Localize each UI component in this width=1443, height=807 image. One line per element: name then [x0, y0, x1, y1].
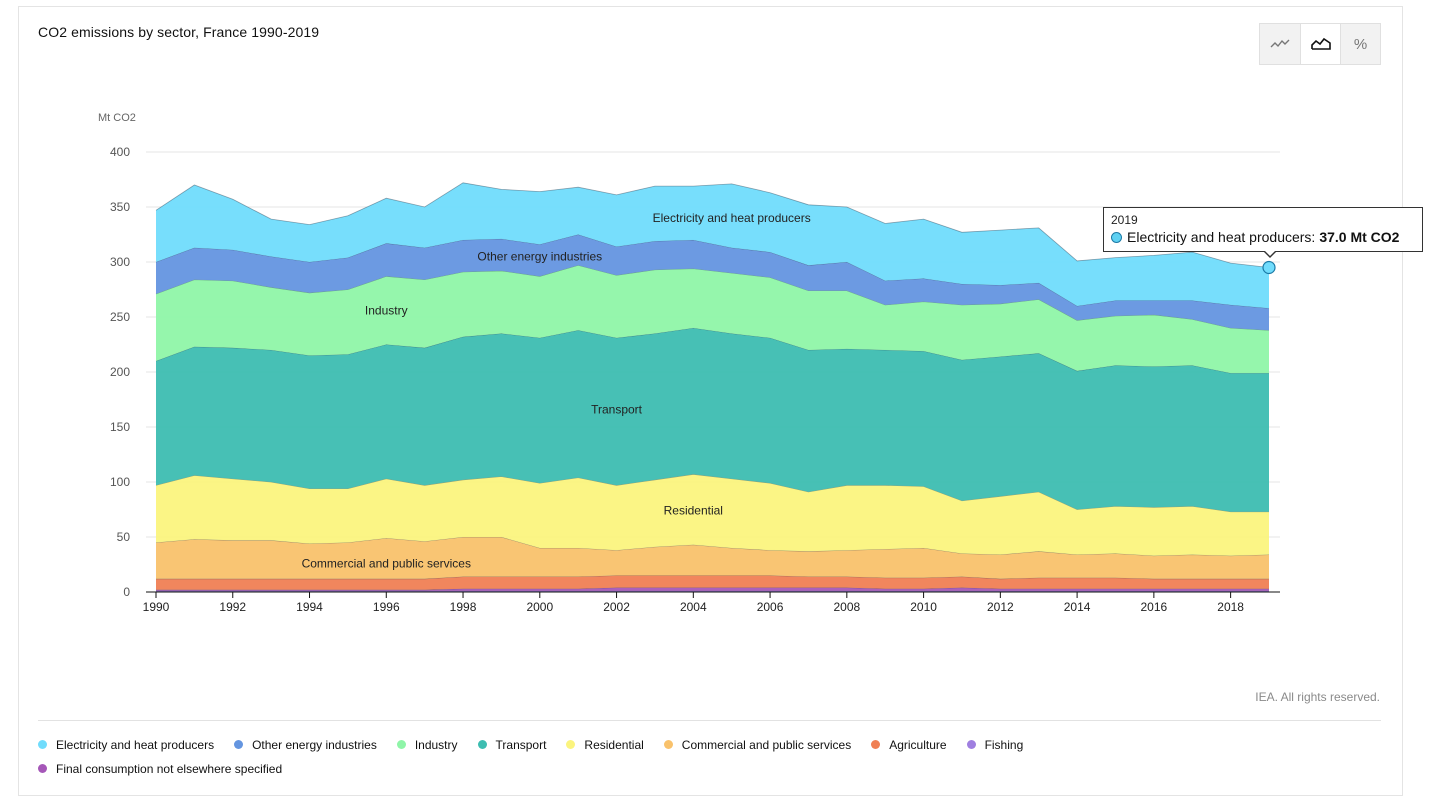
y-tick-label: 200 [110, 365, 130, 379]
area-label: Commercial and public services [302, 556, 471, 570]
line-chart-toggle[interactable] [1260, 24, 1300, 64]
x-tick-label: 1990 [143, 600, 170, 614]
legend-item[interactable]: Industry [396, 737, 458, 752]
legend-label: Residential [584, 737, 644, 752]
area-chart-toggle[interactable] [1300, 24, 1340, 64]
area-label: Industry [365, 303, 408, 317]
legend-item[interactable]: Agriculture [871, 737, 947, 752]
legend-item[interactable]: Other energy industries [234, 737, 377, 752]
legend-dot [38, 740, 47, 749]
x-tick-label: 2012 [987, 600, 1014, 614]
legend-dot [871, 740, 881, 749]
tooltip-year: 2019 [1111, 213, 1138, 227]
legend-dot [566, 740, 576, 749]
area-industry [156, 265, 1269, 374]
x-tick-label: 2008 [833, 600, 860, 614]
tooltip-value: 37.0 Mt CO2 [1319, 229, 1400, 245]
y-tick-label: 50 [117, 530, 131, 544]
legend-item[interactable]: Commercial and public services [663, 737, 852, 752]
y-tick-label: 400 [110, 145, 130, 159]
area-label: Other energy industries [477, 250, 602, 264]
legend-item[interactable]: Electricity and heat producers [38, 737, 214, 752]
x-tick-label: 2000 [526, 600, 553, 614]
chart-legend: Electricity and heat producers Other ener… [38, 737, 1188, 776]
legend-dot [234, 740, 244, 749]
area-residential [156, 474, 1269, 556]
tooltip-series-name: Electricity and heat producers: [1127, 229, 1316, 245]
legend-dot [477, 740, 487, 749]
percent-icon: % [1353, 35, 1368, 53]
x-tick-label: 1992 [219, 600, 246, 614]
legend-label: Electricity and heat producers [56, 737, 215, 752]
legend-label: Transport [495, 737, 547, 752]
legend-dot [396, 740, 406, 749]
area-other-energy-industries [156, 234, 1269, 331]
legend-dot [38, 764, 47, 773]
legend-label: Agriculture [889, 737, 947, 752]
x-tick-label: 1994 [296, 600, 323, 614]
y-axis-label: Mt CO2 [98, 112, 136, 124]
hover-point [1262, 260, 1276, 275]
x-tick-label: 1996 [373, 600, 400, 614]
y-tick-label: 350 [110, 200, 130, 214]
legend-item[interactable]: Transport [477, 737, 547, 752]
area-electricity-and-heat-producers [156, 182, 1269, 309]
y-tick-label: 150 [110, 420, 130, 434]
legend-dot [966, 740, 976, 749]
tooltip: 2019 Electricity and heat producers: 37.… [1103, 207, 1423, 252]
area-chart-icon [1310, 37, 1331, 50]
area-label: Residential [664, 504, 723, 518]
area-final-consumption-not-elsewhere-specified [156, 587, 1269, 591]
credit-text: IEA. All rights reserved. [1255, 690, 1380, 704]
legend-label: Other energy industries [252, 737, 377, 752]
x-tick-label: 2016 [1141, 600, 1168, 614]
legend-label: Industry [414, 737, 458, 752]
legend-item[interactable]: Fishing [966, 737, 1024, 752]
tooltip-series-dot [1111, 231, 1122, 243]
legend-dot [663, 740, 673, 749]
legend-item[interactable]: Residential [566, 737, 644, 752]
x-tick-label: 2018 [1217, 600, 1244, 614]
x-tick-label: 2010 [910, 600, 937, 614]
series-line [155, 182, 1270, 268]
x-tick-label: 2014 [1064, 600, 1091, 614]
area-label: Transport [591, 402, 643, 416]
percent-toggle[interactable]: % [1340, 24, 1380, 64]
y-tick-label: 300 [110, 255, 130, 269]
y-tick-label: 250 [110, 310, 130, 324]
y-tick-label: 0 [123, 585, 130, 599]
x-tick-label: 2006 [757, 600, 784, 614]
chart-title: CO2 emissions by sector, France 1990-201… [38, 24, 320, 40]
legend-divider [38, 720, 1381, 721]
x-tick-label: 1998 [450, 600, 477, 614]
chart-type-toggles: % [1259, 23, 1381, 65]
legend-label: Commercial and public services [681, 737, 852, 752]
y-tick-label: 100 [110, 475, 130, 489]
tooltip-row: Electricity and heat producers: 37.0 Mt … [1111, 229, 1415, 245]
line-chart-icon [1270, 39, 1290, 48]
x-tick-label: 2004 [680, 600, 707, 614]
tooltip-tail-inner [1264, 250, 1276, 256]
area-transport [156, 328, 1269, 512]
area-commercial-and-public-services [156, 537, 1269, 579]
legend-label: Final consumption not elsewhere specifie… [56, 761, 283, 776]
area-label: Electricity and heat producers [653, 211, 811, 225]
x-tick-label: 2002 [603, 600, 630, 614]
area-agriculture [156, 575, 1269, 590]
legend-item[interactable]: Final consumption not elsewhere specifie… [38, 761, 282, 776]
legend-label: Fishing [984, 737, 1024, 752]
